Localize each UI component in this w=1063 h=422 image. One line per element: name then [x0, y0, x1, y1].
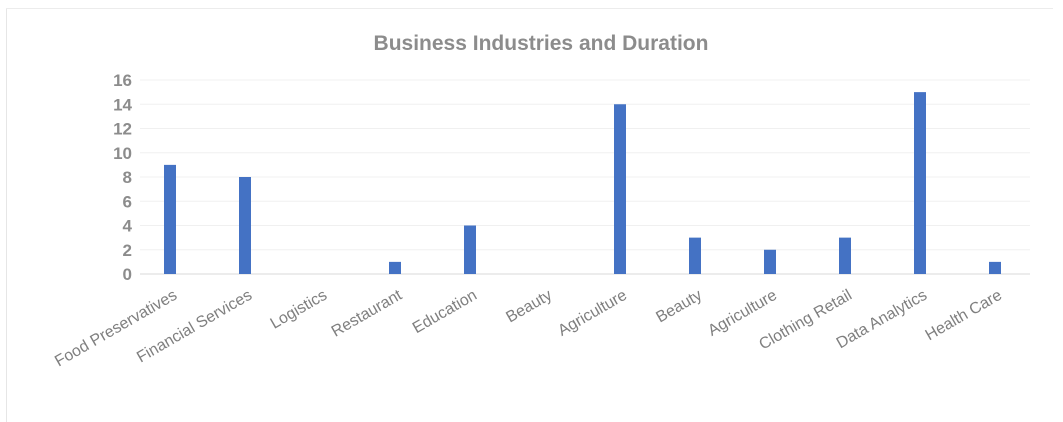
bar — [764, 249, 776, 274]
bar — [989, 261, 1001, 274]
y-axis-ticks: 0 2 4 6 8 10 12 14 16 — [113, 71, 132, 284]
x-tick-label: Health Care — [923, 287, 1006, 344]
y-tick-label: 4 — [123, 217, 133, 236]
y-tick-label: 6 — [123, 192, 132, 211]
bars — [164, 92, 1001, 274]
x-tick-label: Logistics — [268, 287, 330, 333]
x-tick-label: Restaurant — [329, 286, 406, 340]
bar — [914, 92, 926, 274]
bar — [389, 261, 401, 274]
bar — [689, 237, 701, 274]
y-tick-label: 10 — [113, 144, 132, 163]
bar — [164, 164, 176, 274]
y-tick-label: 12 — [113, 120, 132, 139]
x-tick-label: Food Preservatives — [52, 287, 180, 371]
y-tick-label: 8 — [123, 168, 132, 187]
x-tick-label: Agriculture — [555, 287, 630, 340]
gridlines — [140, 79, 1030, 275]
bar — [464, 225, 476, 274]
bar — [239, 177, 251, 274]
y-tick-label: 14 — [113, 95, 132, 114]
x-tick-label: Education — [410, 287, 480, 337]
y-tick-label: 16 — [113, 71, 132, 90]
bar — [614, 104, 626, 274]
chart-title: Business Industries and Duration — [374, 32, 709, 55]
y-tick-label: 0 — [123, 265, 132, 284]
y-tick-label: 2 — [123, 241, 132, 260]
bar — [839, 237, 851, 274]
x-tick-label: Beauty — [503, 287, 555, 327]
x-tick-label: Beauty — [653, 287, 705, 327]
